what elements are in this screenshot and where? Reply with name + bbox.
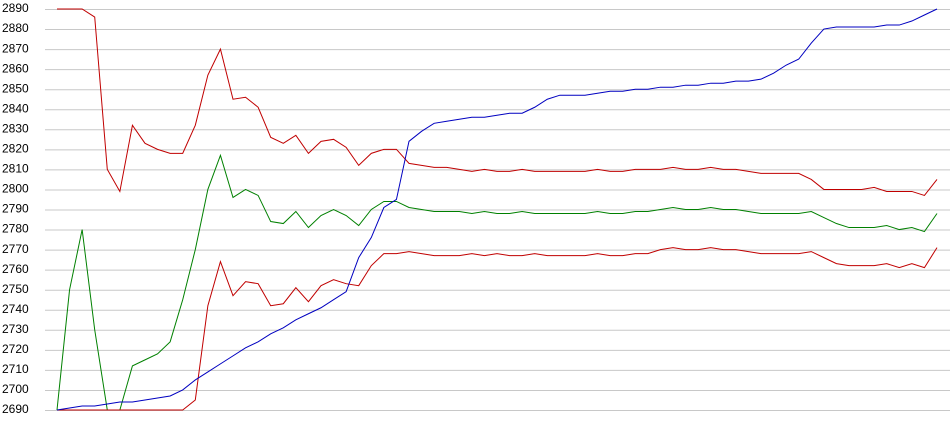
y-tick-label: 2830 <box>2 121 29 135</box>
series-line <box>56 8 938 411</box>
series-line <box>57 8 938 197</box>
y-tick-label: 2740 <box>2 302 29 316</box>
y-tick-label: 2720 <box>2 342 29 356</box>
y-tick-label: 2750 <box>2 282 29 296</box>
y-tick-label: 2760 <box>2 262 29 276</box>
y-tick-label: 2770 <box>2 242 29 256</box>
y-tick-label: 2860 <box>2 61 29 75</box>
y-tick-label: 2810 <box>2 162 29 176</box>
y-tick-label: 2730 <box>2 322 29 336</box>
y-tick-label: 2840 <box>2 101 29 115</box>
y-tick-label: 2880 <box>2 21 29 35</box>
y-tick-label: 2890 <box>2 1 29 15</box>
y-tick-label: 2780 <box>2 222 29 236</box>
series-line <box>57 247 938 411</box>
series-line <box>56 153 938 411</box>
y-tick-label: 2700 <box>2 382 29 396</box>
y-tick-label: 2790 <box>2 202 29 216</box>
y-tick-label: 2800 <box>2 182 29 196</box>
y-tick-label: 2850 <box>2 81 29 95</box>
y-tick-label: 2820 <box>2 142 29 156</box>
y-tick-label: 2690 <box>2 402 29 416</box>
y-tick-label: 2710 <box>2 362 29 376</box>
y-tick-label: 2870 <box>2 41 29 55</box>
